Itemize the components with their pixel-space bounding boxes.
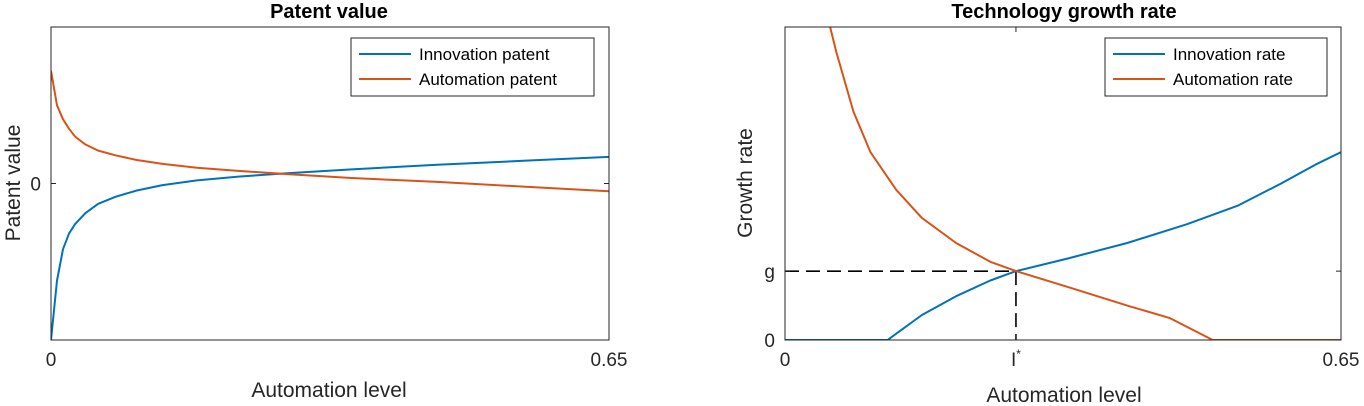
axis-ticks: 0 0.65 0 <box>30 27 627 371</box>
patent-value-chart: Patent value Automation level Patent val… <box>2 1 627 402</box>
y-tick-label: g <box>764 262 775 283</box>
plot-area <box>785 27 1341 340</box>
plot-area <box>51 70 609 340</box>
legend-label: Innovation patent <box>419 45 550 64</box>
legend-label: Automation patent <box>419 70 557 89</box>
series-line-automation-patent <box>51 70 609 193</box>
series-line-automation-rate <box>829 27 1341 340</box>
legend-box <box>1104 37 1328 97</box>
x-tick-label: 0.65 <box>1323 350 1360 371</box>
x-tick-label: 0.65 <box>591 350 628 371</box>
axes-frame <box>784 26 1342 341</box>
y-axis-label: Growth rate <box>734 128 757 238</box>
legend-label: Innovation rate <box>1173 45 1285 64</box>
series-line-innovation-patent <box>51 155 609 340</box>
x-tick-label: 0 <box>780 350 791 371</box>
y-tick-label: 0 <box>30 175 41 196</box>
x-tick-label: 0 <box>46 350 57 371</box>
y-axis-label: Patent value <box>2 125 25 242</box>
x-tick-label: I* <box>1011 347 1021 371</box>
chart-title: Patent value <box>270 1 388 23</box>
legend-box <box>350 37 595 97</box>
axis-ticks: 0 I* 0.65 0 g <box>764 27 1359 371</box>
legend: Innovation patent Automation patent <box>350 37 595 97</box>
technology-growth-rate-chart: Technology growth rate Automation level … <box>734 1 1359 406</box>
series-line-innovation-rate <box>785 151 1341 340</box>
x-axis-label: Automation level <box>251 379 406 402</box>
chart-title: Technology growth rate <box>951 1 1176 23</box>
x-axis-label: Automation level <box>986 384 1141 406</box>
legend: Innovation rate Automation rate <box>1104 37 1328 97</box>
y-tick-label: 0 <box>764 331 775 352</box>
legend-label: Automation rate <box>1173 70 1293 89</box>
